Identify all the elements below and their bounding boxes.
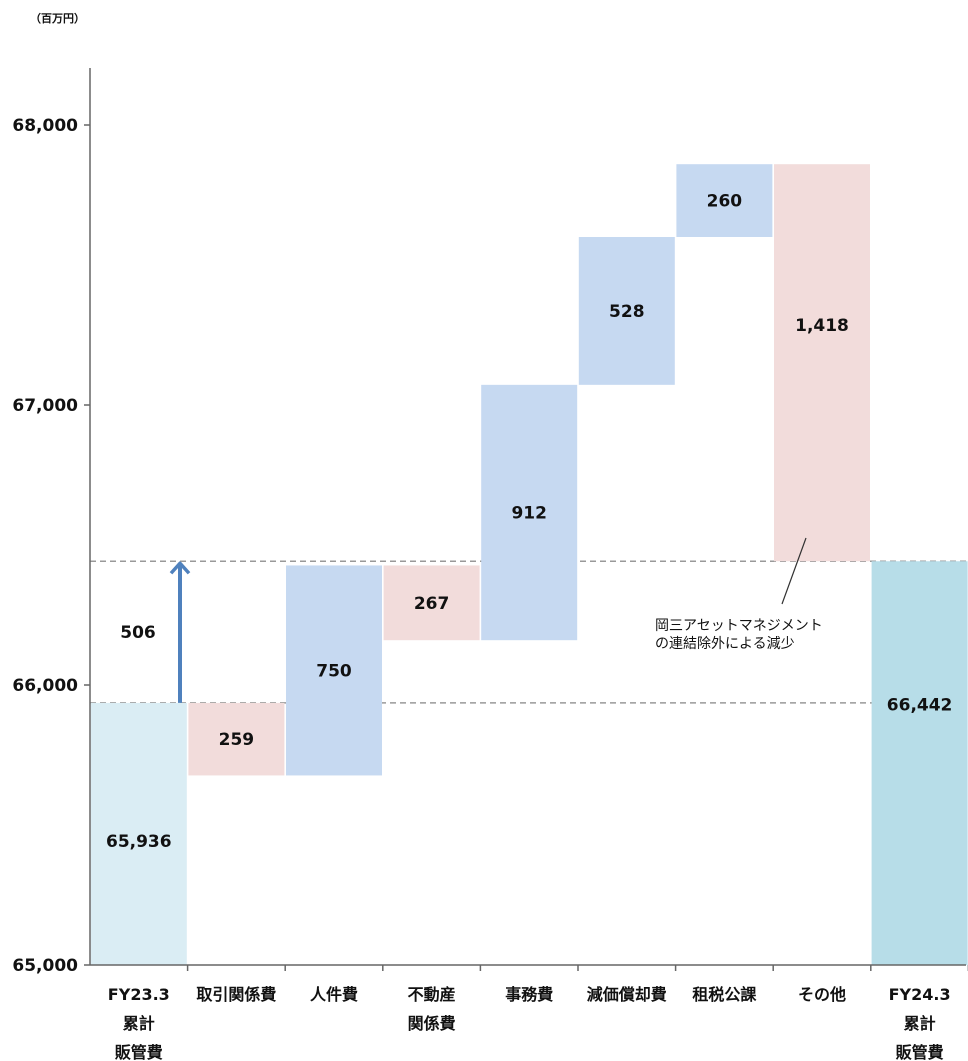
- annotation-line: の連結除外による減少: [655, 635, 795, 652]
- category-label-line: 販管費: [896, 1043, 944, 1061]
- data-label-8: 66,442: [887, 696, 953, 716]
- data-label-4: 912: [511, 504, 547, 524]
- category-label-line: 累計: [904, 1014, 936, 1033]
- category-label-line: 人件費: [310, 985, 358, 1004]
- data-label-7: 1,418: [795, 316, 849, 336]
- category-label-line: 減価償却費: [587, 985, 667, 1004]
- category-label-1: 取引関係費: [196, 985, 276, 1004]
- bar-5: [578, 237, 675, 385]
- category-label-line: 事務費: [505, 985, 553, 1004]
- y-tick-label-0: 65,000: [12, 956, 78, 976]
- category-label-4: 事務費: [505, 985, 553, 1004]
- bar-4: [481, 384, 578, 641]
- data-label-5: 528: [609, 302, 645, 322]
- category-label-line: その他: [798, 985, 846, 1004]
- category-label-7: その他: [798, 985, 846, 1004]
- category-label-line: FY24.3: [889, 985, 951, 1004]
- data-labels: 65,936 259 750 267 912 528 260 1,418 66,442: [106, 192, 952, 852]
- bar-3: [383, 565, 480, 641]
- bar-1: [188, 702, 285, 776]
- annotation-line: 岡三アセットマネジメント: [655, 618, 823, 634]
- y-tick-label-1: 66,000: [12, 676, 78, 696]
- category-label-6: 租税公課: [692, 985, 757, 1004]
- category-label-line: 不動産: [408, 985, 456, 1004]
- category-label-line: 累計: [123, 1014, 155, 1033]
- change-arrow-head: [169, 561, 191, 575]
- annotation-leader-line: [781, 537, 807, 605]
- y-tick-label-2: 67,000: [12, 396, 78, 416]
- category-label-5: 減価償却費: [587, 985, 667, 1004]
- bar-0: [90, 702, 187, 965]
- category-label-line: 租税公課: [692, 985, 757, 1004]
- annotations: 506 岡三アセットマネジメントの連結除外による減少: [120, 537, 823, 703]
- bar-7: [774, 164, 870, 562]
- annotation-text: 岡三アセットマネジメントの連結除外による減少: [655, 618, 823, 652]
- category-label-0: FY23.3 累計販管費: [108, 985, 170, 1061]
- data-label-1: 259: [219, 730, 255, 750]
- bar-6: [676, 164, 773, 237]
- unit-label: （百万円）: [30, 12, 85, 25]
- data-label-0: 65,936: [106, 832, 172, 852]
- data-label-2: 750: [316, 661, 352, 681]
- category-label-3: 不動産関係費: [408, 985, 456, 1033]
- data-label-3: 267: [414, 594, 450, 614]
- bars: [90, 164, 968, 965]
- bar-2: [286, 565, 382, 776]
- bar-8: [871, 561, 968, 965]
- data-label-6: 260: [707, 192, 743, 212]
- category-label-2: 人件費: [310, 985, 358, 1004]
- category-label-8: FY24.3 累計販管費: [889, 985, 951, 1061]
- category-label-line: 取引関係費: [196, 985, 276, 1004]
- axes: 65,000 66,000 67,000 68,000: [12, 68, 968, 976]
- category-label-line: 関係費: [408, 1014, 456, 1033]
- category-label-line: 販管費: [115, 1043, 163, 1061]
- y-tick-label-3: 68,000: [12, 116, 78, 136]
- category-labels: FY23.3 累計販管費 取引関係費 人件費 不動産関係費 事務費 減価償却費 租税公課 その他…: [108, 985, 951, 1061]
- category-label-line: FY23.3: [108, 985, 170, 1004]
- change-label: 506: [120, 623, 156, 643]
